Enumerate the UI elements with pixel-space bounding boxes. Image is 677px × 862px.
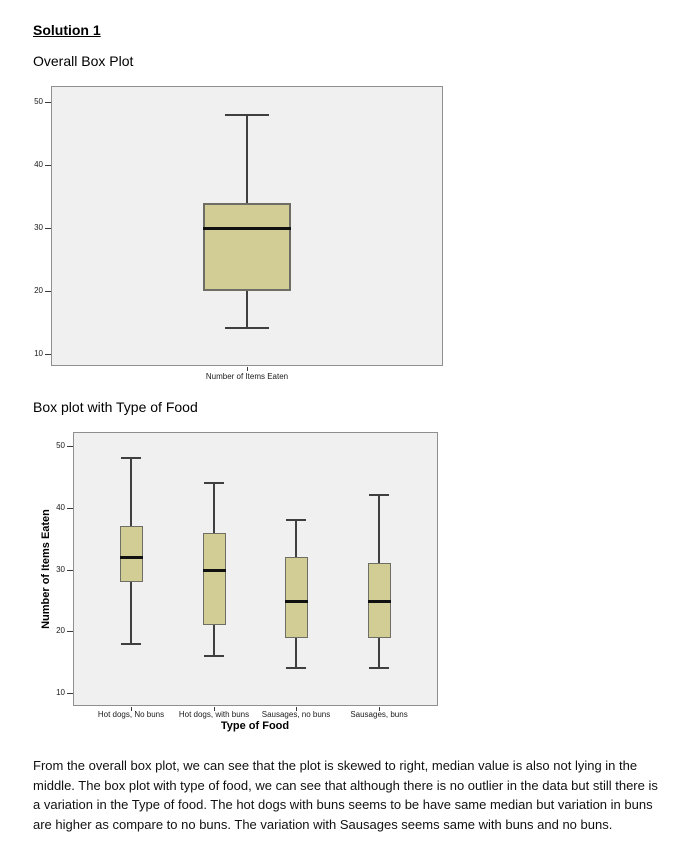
category-label: Sausages, no buns — [261, 710, 331, 719]
x-axis-tick — [247, 367, 248, 371]
y-axis-tick — [67, 508, 73, 509]
whisker-cap-max — [225, 114, 269, 116]
iqr-box — [203, 203, 291, 291]
category-label: Hot dogs, No buns — [97, 710, 165, 719]
x-axis-tick — [296, 707, 297, 711]
y-axis-tick — [67, 631, 73, 632]
whisker-cap-min — [225, 327, 269, 329]
whisker-cap-max — [286, 519, 306, 521]
category-label: Sausages, buns — [350, 710, 408, 719]
iqr-box — [284, 557, 308, 638]
y-axis-tick — [45, 354, 51, 355]
y-axis-tick — [45, 228, 51, 229]
category-label: Hot dogs, with buns — [178, 710, 250, 719]
heading-solution: Solution 1 — [33, 22, 101, 38]
y-axis-title: Number of Items Eaten — [40, 509, 52, 629]
whisker-cap-min — [286, 667, 306, 669]
subheading-overall-box-plot: Overall Box Plot — [33, 53, 134, 69]
x-axis-tick — [131, 707, 132, 711]
x-axis-title: Type of Food — [220, 720, 290, 732]
x-axis-tick — [379, 707, 380, 711]
y-axis-tick-label: 50 — [34, 97, 43, 106]
median-line — [202, 569, 226, 572]
subheading-box-plot-type-of-food: Box plot with Type of Food — [33, 399, 198, 415]
whisker-cap-max — [121, 457, 141, 459]
y-axis-tick — [67, 693, 73, 694]
median-line — [203, 227, 291, 230]
whisker-cap-min — [369, 667, 389, 669]
y-axis-tick-label: 10 — [56, 688, 65, 697]
median-line — [284, 600, 308, 603]
y-axis-tick — [67, 446, 73, 447]
category-label: Number of Items Eaten — [205, 372, 289, 381]
whisker-cap-max — [204, 482, 224, 484]
y-axis-tick-label: 50 — [56, 441, 65, 450]
y-axis-tick-label: 40 — [34, 160, 43, 169]
analysis-paragraph: From the overall box plot, we can see th… — [33, 758, 658, 832]
y-axis-tick-label: 40 — [56, 503, 65, 512]
y-axis-tick — [67, 570, 73, 571]
y-axis-tick-label: 10 — [34, 349, 43, 358]
y-axis-tick-label: 20 — [56, 626, 65, 635]
y-axis-tick — [45, 291, 51, 292]
y-axis-tick-label: 30 — [34, 223, 43, 232]
y-axis-tick — [45, 102, 51, 103]
y-axis-tick — [45, 165, 51, 166]
iqr-box — [202, 533, 226, 625]
median-line — [119, 556, 143, 559]
median-line — [367, 600, 391, 603]
iqr-box — [119, 526, 143, 582]
x-axis-tick — [214, 707, 215, 711]
whisker-cap-min — [204, 655, 224, 657]
y-axis-tick-label: 30 — [56, 565, 65, 574]
whisker-cap-min — [121, 643, 141, 645]
whisker-cap-max — [369, 494, 389, 496]
y-axis-tick-label: 20 — [34, 286, 43, 295]
